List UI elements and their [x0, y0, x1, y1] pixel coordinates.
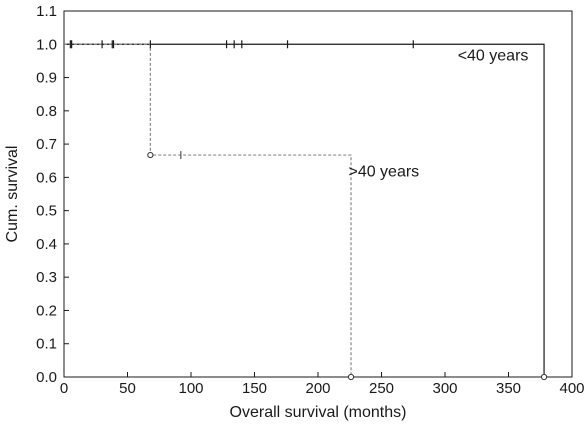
- plot-frame: [63, 10, 573, 378]
- y-axis-title: Cum. survival: [4, 146, 21, 243]
- y-tick-label: 1.1: [36, 3, 57, 20]
- x-tick-label: 250: [369, 380, 394, 397]
- y-tick-label: 0.7: [36, 136, 57, 153]
- x-tick-label: 100: [178, 380, 203, 397]
- x-tick-label: 400: [559, 380, 584, 397]
- y-tick-label: 0.5: [36, 203, 57, 220]
- x-tick-label: 200: [305, 380, 330, 397]
- y-tick-label: 0.3: [36, 269, 57, 286]
- y-tick-label: 0.1: [36, 336, 57, 353]
- y-tick-label: 0.9: [36, 70, 57, 87]
- x-axis: 0 50 100 150 200 250 300 350 400: [60, 372, 585, 397]
- event-marker: [347, 373, 355, 381]
- curve-markers: [69, 40, 548, 381]
- x-tick-label: 150: [242, 380, 267, 397]
- under-40-survival-line: [64, 43, 545, 377]
- event-marker: [147, 151, 154, 159]
- y-axis: 0.0 0.1 0.2 0.3 0.4 0.5 0.6 0.7 0.8 0.9 1.0 1.1: [36, 3, 69, 386]
- x-tick-label: 300: [432, 380, 457, 397]
- y-tick-label: 0.4: [36, 236, 57, 253]
- y-tick-label: 1.0: [36, 36, 57, 53]
- under-40-label: <40 years: [458, 47, 529, 64]
- survival-curves: [64, 43, 545, 377]
- y-tick-label: 0.8: [36, 103, 57, 120]
- x-axis-title: Overall survival (months): [230, 404, 407, 421]
- y-tick-label: 0.2: [36, 302, 57, 319]
- curve-labels: <40 years >40 years: [348, 47, 528, 180]
- x-tick-label: 0: [60, 380, 68, 397]
- x-tick-label: 50: [119, 380, 136, 397]
- event-marker: [540, 373, 548, 381]
- over-40-survival-line: [64, 43, 352, 377]
- y-tick-label: 0.6: [36, 169, 57, 186]
- y-tick-label: 0.0: [36, 369, 57, 386]
- x-tick-label: 350: [496, 380, 521, 397]
- over-40-label: >40 years: [348, 164, 419, 181]
